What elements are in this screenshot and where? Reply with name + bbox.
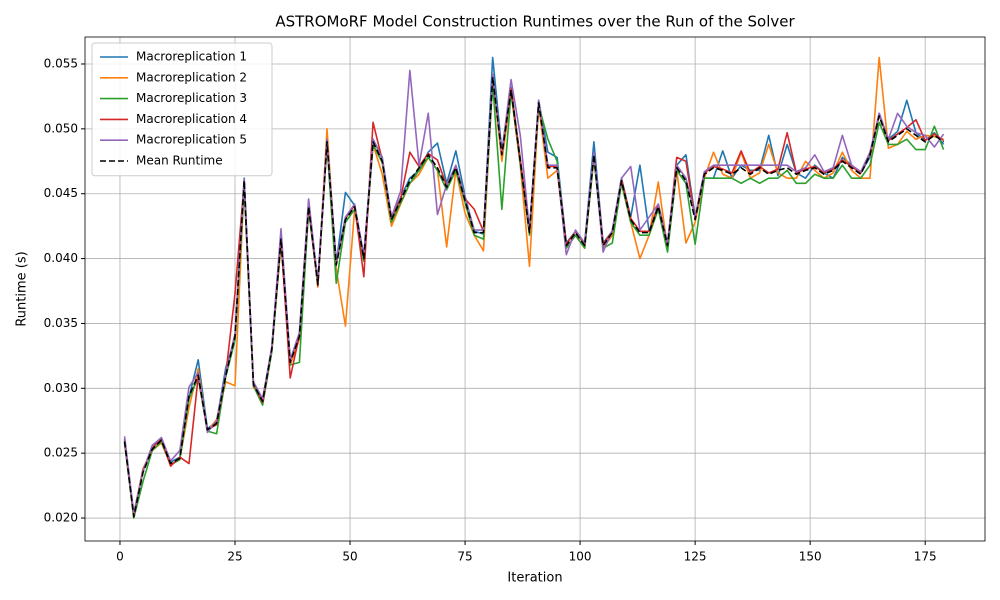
y-tick-label: 0.030 [44,381,78,395]
legend-label: Mean Runtime [136,154,223,168]
legend-label: Macroreplication 1 [136,50,247,64]
x-tick-label: 0 [116,550,124,564]
legend-label: Macroreplication 5 [136,133,247,147]
series-line [123,76,945,518]
x-tick-label: 75 [457,550,472,564]
x-tick-label: 175 [914,550,937,564]
x-tick-label: 125 [684,550,707,564]
legend-box [91,42,273,177]
plot-frame [84,36,986,542]
chart-title: ASTROMoRF Model Construction Runtimes ov… [275,13,795,31]
x-tick-label: 25 [227,550,242,564]
legend-label: Macroreplication 3 [136,91,247,105]
y-tick-label: 0.050 [44,121,78,135]
legend: Macroreplication 1 Macroreplication 2 Macr… [91,42,273,177]
x-axis-label: Iteration [507,571,562,586]
legend-label: Macroreplication 4 [136,112,247,126]
x-tick-label: 100 [569,550,592,564]
legend-label: Macroreplication 2 [136,70,247,84]
x-tick-label: 50 [342,550,357,564]
y-tick-label: 0.025 [44,446,78,460]
y-tick-label: 0.020 [44,511,78,525]
y-tick-label: 0.055 [44,56,78,70]
y-tick-label: 0.035 [44,316,78,330]
y-tick-label: 0.040 [44,251,78,265]
y-axis-label: Runtime (s) [15,251,30,326]
y-tick-label: 0.045 [44,186,78,200]
x-tick-label: 150 [799,550,822,564]
